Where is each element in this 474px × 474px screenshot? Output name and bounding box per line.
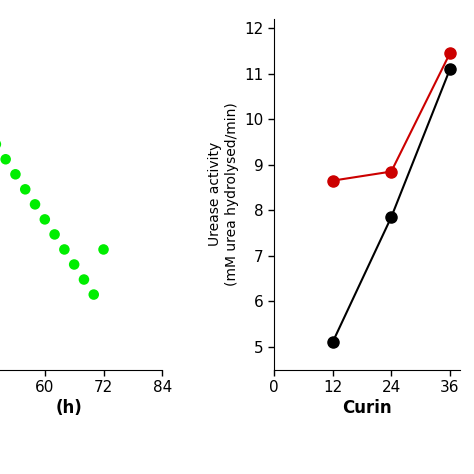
Point [51,231,58,238]
Point [31,201,39,208]
Point [90,291,98,298]
Point [80,276,88,283]
Y-axis label: Urease activity
(mM urea hydrolysed/min): Urease activity (mM urea hydrolysed/min) [209,102,238,286]
Point [21,185,29,193]
Point [41,216,49,223]
Point [12,171,19,178]
Point [2,155,9,163]
Point [61,246,68,253]
X-axis label: (h): (h) [56,399,82,417]
X-axis label: Curin: Curin [342,399,392,417]
Point [70,261,78,268]
Point [100,246,107,253]
